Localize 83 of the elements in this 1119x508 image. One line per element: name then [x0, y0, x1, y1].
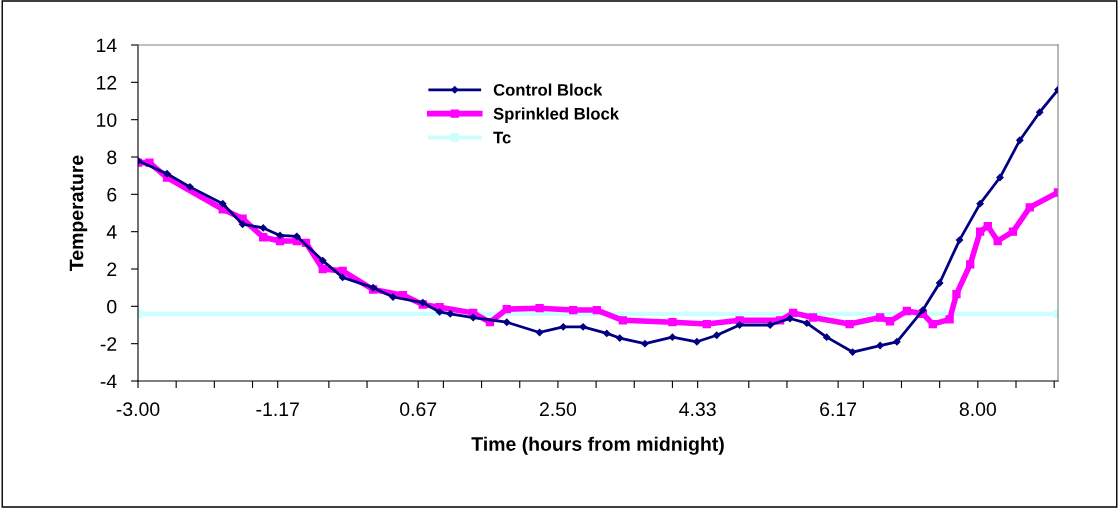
point	[569, 305, 578, 315]
legend-label: Sprinkled Block	[493, 107, 620, 123]
point	[955, 236, 964, 244]
point	[592, 305, 602, 315]
x-tick-label: -1.17	[256, 402, 299, 416]
x-tick-label: 6.17	[820, 402, 857, 417]
point	[469, 313, 477, 322]
point	[446, 310, 454, 318]
y-tick-label: 2	[107, 262, 117, 277]
point	[983, 221, 992, 231]
point	[945, 315, 954, 324]
point	[975, 227, 985, 236]
point	[993, 236, 1002, 246]
y-tick-label: 14	[97, 38, 117, 53]
point	[259, 233, 268, 242]
point	[616, 334, 624, 342]
x-tick-label: 2.50	[539, 402, 577, 417]
point	[503, 318, 511, 326]
point	[668, 333, 677, 341]
x-tick-label: 8.00	[959, 402, 996, 417]
point	[163, 170, 171, 178]
point	[976, 200, 984, 208]
y-tick-label: -4	[100, 374, 117, 389]
y-tick-label: 12	[97, 75, 117, 90]
x-tick-label: 0.67	[400, 402, 437, 417]
point	[668, 318, 677, 327]
point	[786, 314, 794, 323]
point	[952, 290, 961, 299]
x-axis-title: Time (hours from midnight)	[471, 436, 724, 455]
point	[919, 306, 927, 314]
point	[276, 231, 284, 240]
point	[928, 319, 937, 329]
point	[823, 333, 831, 341]
point	[318, 264, 327, 274]
point	[502, 304, 511, 314]
point	[1036, 108, 1044, 116]
y-axis-title: Temperature	[69, 155, 88, 271]
point	[435, 308, 444, 316]
point	[876, 341, 884, 350]
point	[702, 319, 711, 329]
y-tick-label: 6	[107, 187, 117, 202]
point	[618, 316, 627, 325]
point	[893, 338, 901, 346]
point	[885, 317, 895, 326]
point	[936, 279, 944, 287]
point	[966, 260, 975, 269]
point	[693, 338, 701, 346]
point	[766, 321, 774, 329]
point	[848, 348, 857, 356]
point	[808, 313, 818, 322]
point	[338, 273, 347, 282]
point	[579, 323, 587, 331]
legend-label: Control Block	[493, 83, 603, 96]
legend-label: Tc	[493, 131, 511, 144]
y-tick-label: 10	[97, 113, 117, 127]
point	[559, 323, 567, 331]
point	[535, 328, 544, 337]
point	[713, 331, 721, 339]
y-tick-label: 4	[106, 225, 117, 239]
point	[219, 200, 227, 208]
point	[641, 340, 649, 348]
point	[996, 173, 1004, 182]
point	[1008, 227, 1018, 236]
point	[238, 220, 247, 228]
point	[338, 266, 347, 276]
x-tick-label: -3.00	[116, 402, 160, 417]
y-tick-label: 0	[107, 299, 117, 314]
point	[259, 224, 267, 232]
point	[735, 321, 744, 329]
point	[535, 304, 544, 313]
point	[875, 313, 885, 322]
point	[293, 232, 301, 240]
point	[845, 319, 854, 329]
x-tick-label: 4.33	[679, 402, 716, 417]
point	[186, 183, 194, 191]
point	[902, 306, 911, 316]
point	[803, 319, 811, 327]
y-tick-label: 8	[107, 150, 117, 165]
point	[1025, 203, 1034, 212]
y-tick-label: -2	[100, 337, 117, 351]
point	[603, 329, 611, 338]
point	[319, 256, 327, 265]
point	[1016, 136, 1024, 144]
